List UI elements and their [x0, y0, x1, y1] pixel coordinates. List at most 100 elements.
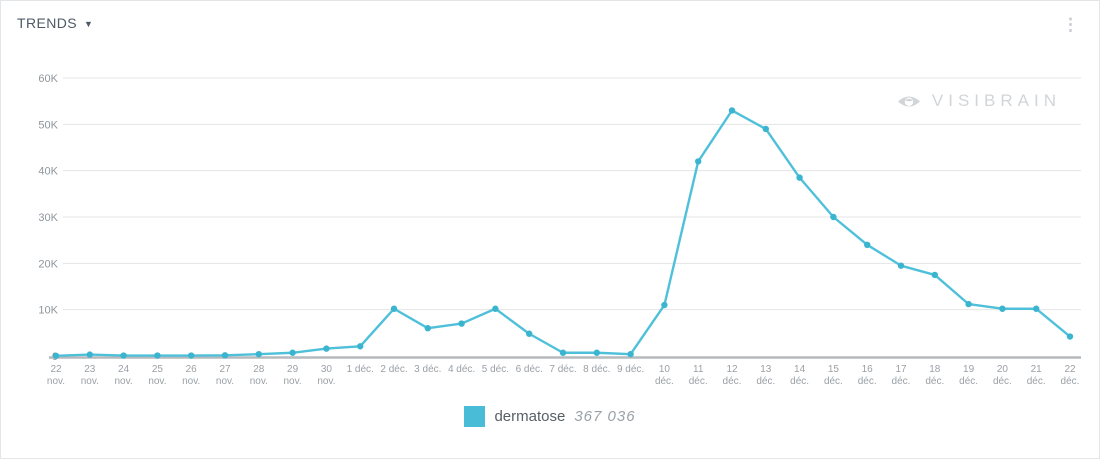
data-point[interactable] [52, 352, 60, 359]
x-axis-tick: 2 déc. [380, 364, 407, 375]
x-axis-tick: nov. [250, 376, 268, 387]
data-point[interactable] [255, 350, 262, 358]
x-axis-tick: 3 déc. [414, 364, 441, 375]
x-axis-tick: 14 [794, 364, 806, 375]
x-axis-tick: 15 [828, 364, 840, 375]
x-axis-tick: 18 [929, 364, 941, 375]
data-point[interactable] [965, 300, 972, 308]
x-axis-tick: 10 [659, 364, 671, 375]
data-point[interactable] [120, 352, 127, 359]
y-axis-tick: 20K [38, 258, 58, 270]
legend-item[interactable]: dermatose 367 036 [1, 406, 1099, 427]
x-axis-tick: déc. [824, 376, 843, 387]
data-point[interactable] [323, 345, 330, 352]
x-axis-tick: 27 [219, 364, 231, 375]
x-axis-tick: nov. [81, 376, 99, 387]
x-axis-tick: 22 [1064, 364, 1076, 375]
data-point[interactable] [762, 125, 769, 133]
data-point[interactable] [897, 262, 905, 269]
x-axis-tick: 4 déc. [448, 364, 475, 375]
x-axis-tick: déc. [723, 376, 742, 387]
x-axis-tick: déc. [892, 376, 911, 387]
data-point[interactable] [661, 301, 668, 309]
x-axis-tick: nov. [182, 376, 200, 387]
x-axis-tick: déc. [1061, 376, 1080, 387]
data-point[interactable] [559, 349, 567, 356]
x-axis-tick: 29 [287, 364, 299, 375]
visibrain-watermark: VISIBRAIN [897, 91, 1061, 111]
data-point[interactable] [357, 343, 364, 350]
x-axis-tick: 24 [118, 364, 130, 375]
legend-swatch [464, 406, 486, 427]
data-point[interactable] [458, 320, 465, 327]
data-point[interactable] [86, 351, 94, 358]
x-axis-tick: 30 [321, 364, 333, 375]
x-axis-tick: 1 déc. [347, 364, 374, 375]
x-axis-tick: 21 [1031, 364, 1043, 375]
x-axis-tick: 19 [963, 364, 975, 375]
data-point[interactable] [390, 305, 398, 312]
x-axis-tick: nov. [216, 376, 234, 387]
data-point[interactable] [1066, 333, 1074, 340]
data-point[interactable] [931, 271, 938, 279]
data-point[interactable] [593, 349, 600, 356]
legend-count: 367 036 [574, 408, 636, 425]
x-axis-tick: nov. [47, 376, 65, 387]
x-axis-tick: 6 déc. [516, 364, 543, 375]
kebab-menu-button[interactable]: ⋮ [1062, 15, 1079, 34]
x-axis-tick: 12 [726, 364, 738, 375]
x-axis-tick: 25 [152, 364, 164, 375]
data-point[interactable] [695, 158, 702, 165]
data-point[interactable] [289, 349, 296, 356]
data-point[interactable] [999, 305, 1006, 312]
x-axis-tick: déc. [756, 376, 775, 387]
x-axis-tick: déc. [858, 376, 877, 387]
data-point[interactable] [796, 174, 803, 181]
data-point[interactable] [221, 352, 229, 359]
x-axis-tick: déc. [993, 376, 1012, 387]
x-axis-tick: déc. [1027, 376, 1046, 387]
y-axis-tick: 60K [38, 73, 58, 85]
x-axis-tick: 23 [84, 364, 96, 375]
legend-label: dermatose [494, 408, 566, 425]
x-axis-tick: déc. [959, 376, 978, 387]
x-axis-tick: 20 [997, 364, 1009, 375]
data-point[interactable] [1033, 305, 1040, 312]
watermark-text: VISIBRAIN [931, 91, 1061, 110]
x-axis-tick: 16 [862, 364, 874, 375]
data-point[interactable] [188, 352, 195, 359]
data-point[interactable] [492, 305, 499, 312]
data-point[interactable] [154, 352, 161, 359]
data-point[interactable] [424, 325, 431, 332]
chevron-down-icon: ▼ [83, 19, 94, 29]
x-axis-tick: déc. [790, 376, 809, 387]
data-point[interactable] [627, 350, 634, 358]
panel-title: TRENDS [17, 15, 77, 31]
x-axis-tick: 5 déc. [482, 364, 509, 375]
data-point[interactable] [830, 213, 837, 221]
x-axis-tick: 7 déc. [549, 364, 576, 375]
x-axis-tick: nov. [148, 376, 166, 387]
data-point[interactable] [864, 241, 871, 249]
trends-dropdown[interactable]: TRENDS ▼ [17, 15, 93, 31]
eye-icon [897, 96, 920, 106]
data-point[interactable] [728, 107, 736, 114]
x-axis-tick: 9 déc. [617, 364, 644, 375]
x-axis-tick: nov. [317, 376, 335, 387]
x-axis-tick: déc. [655, 376, 674, 387]
x-axis-tick: 22 [50, 364, 62, 375]
x-axis-tick: 13 [760, 364, 772, 375]
y-axis-tick: 10K [38, 305, 58, 317]
data-point[interactable] [526, 330, 533, 337]
y-axis-tick: 40K [38, 166, 58, 178]
x-axis-tick: déc. [925, 376, 944, 387]
x-axis-tick: nov. [284, 376, 302, 387]
x-axis-tick: 28 [253, 364, 265, 375]
x-axis-tick: 17 [895, 364, 907, 375]
y-axis-tick: 50K [38, 119, 58, 131]
trend-line [54, 109, 1072, 357]
x-axis-tick: 26 [186, 364, 198, 375]
x-axis-tick: nov. [115, 376, 133, 387]
